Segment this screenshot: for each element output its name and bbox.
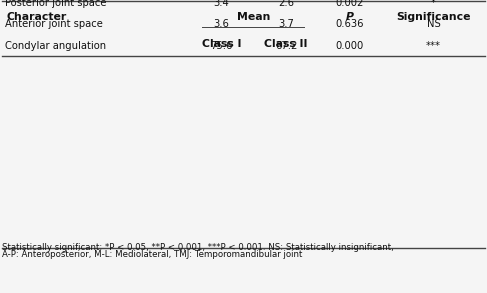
Text: 3.7: 3.7 [278,19,294,29]
Text: NS: NS [427,19,440,29]
Text: 2.6: 2.6 [278,0,294,8]
Text: *: * [431,0,436,8]
Text: 0.636: 0.636 [335,19,364,29]
Text: Statistically significant: *P < 0.05, **P < 0.001, ***P < 0.001. NS: Statistical: Statistically significant: *P < 0.05, **… [2,243,394,252]
Text: P: P [345,12,354,22]
Text: 3.4: 3.4 [214,0,229,8]
Text: Class I: Class I [202,39,242,49]
Text: 75.6: 75.6 [210,41,233,51]
Text: Condylar angulation: Condylar angulation [5,41,106,51]
Text: ***: *** [426,41,441,51]
Text: 0.000: 0.000 [335,41,364,51]
Text: Anterior joint space: Anterior joint space [5,19,103,29]
Text: 67.2: 67.2 [275,41,297,51]
Text: Class II: Class II [264,39,308,49]
Text: Mean: Mean [237,12,270,22]
Text: Character: Character [6,12,67,22]
Text: 3.6: 3.6 [214,19,229,29]
Text: 0.002: 0.002 [335,0,364,8]
Text: Posterior joint space: Posterior joint space [5,0,106,8]
Text: A-P: Anteroposterior, M-L: Mediolateral, TMJ: Temporomandibular joint: A-P: Anteroposterior, M-L: Mediolateral,… [2,251,303,259]
Text: Significance: Significance [396,12,470,22]
